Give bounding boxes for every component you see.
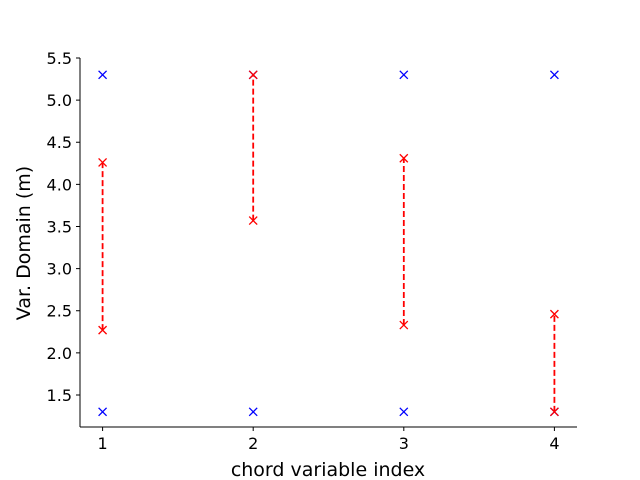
domain-high-marker-1 bbox=[98, 158, 108, 167]
y-tick-label: 3.5 bbox=[47, 217, 72, 236]
bound-marker-8 bbox=[549, 70, 559, 80]
domain-high-marker-3 bbox=[399, 153, 409, 163]
y-tick-label: 3.0 bbox=[47, 260, 72, 279]
bound-marker-3 bbox=[248, 407, 258, 417]
bound-marker-1 bbox=[98, 407, 108, 417]
y-tick-label: 4.5 bbox=[47, 133, 72, 152]
x-tick-label: 3 bbox=[399, 434, 409, 453]
bound-marker-2 bbox=[98, 70, 108, 80]
y-tick-label: 4.0 bbox=[47, 175, 72, 194]
y-tick-label: 1.5 bbox=[47, 386, 72, 405]
domain-low-marker-4 bbox=[549, 407, 559, 417]
y-tick-label: 2.0 bbox=[47, 344, 72, 363]
x-axis: 1 2 3 4 bbox=[97, 427, 560, 453]
y-tick-label: 5.0 bbox=[47, 91, 72, 110]
y-tick-label: 5.5 bbox=[47, 49, 72, 68]
y-tick-label: 2.5 bbox=[47, 302, 72, 321]
y-axis: 1.5 2.0 2.5 3.0 3.5 4.0 4.5 5.0 5.5 bbox=[47, 49, 80, 405]
x-tick-label: 2 bbox=[248, 434, 258, 453]
x-tick-label: 4 bbox=[549, 434, 559, 453]
x-tick-label: 1 bbox=[97, 434, 107, 453]
domain-high-marker-4 bbox=[549, 309, 559, 319]
domain-low-marker-1 bbox=[98, 325, 108, 335]
bound-marker-6 bbox=[399, 70, 409, 80]
domain-high-marker-2 bbox=[248, 70, 258, 80]
domain-low-marker-2 bbox=[248, 216, 258, 226]
domain-low-marker-3 bbox=[399, 320, 409, 330]
bound-marker-5 bbox=[399, 407, 409, 417]
plot-area bbox=[98, 70, 559, 417]
x-axis-label: chord variable index bbox=[231, 459, 425, 480]
y-axis-label: Var. Domain (m) bbox=[13, 166, 35, 320]
